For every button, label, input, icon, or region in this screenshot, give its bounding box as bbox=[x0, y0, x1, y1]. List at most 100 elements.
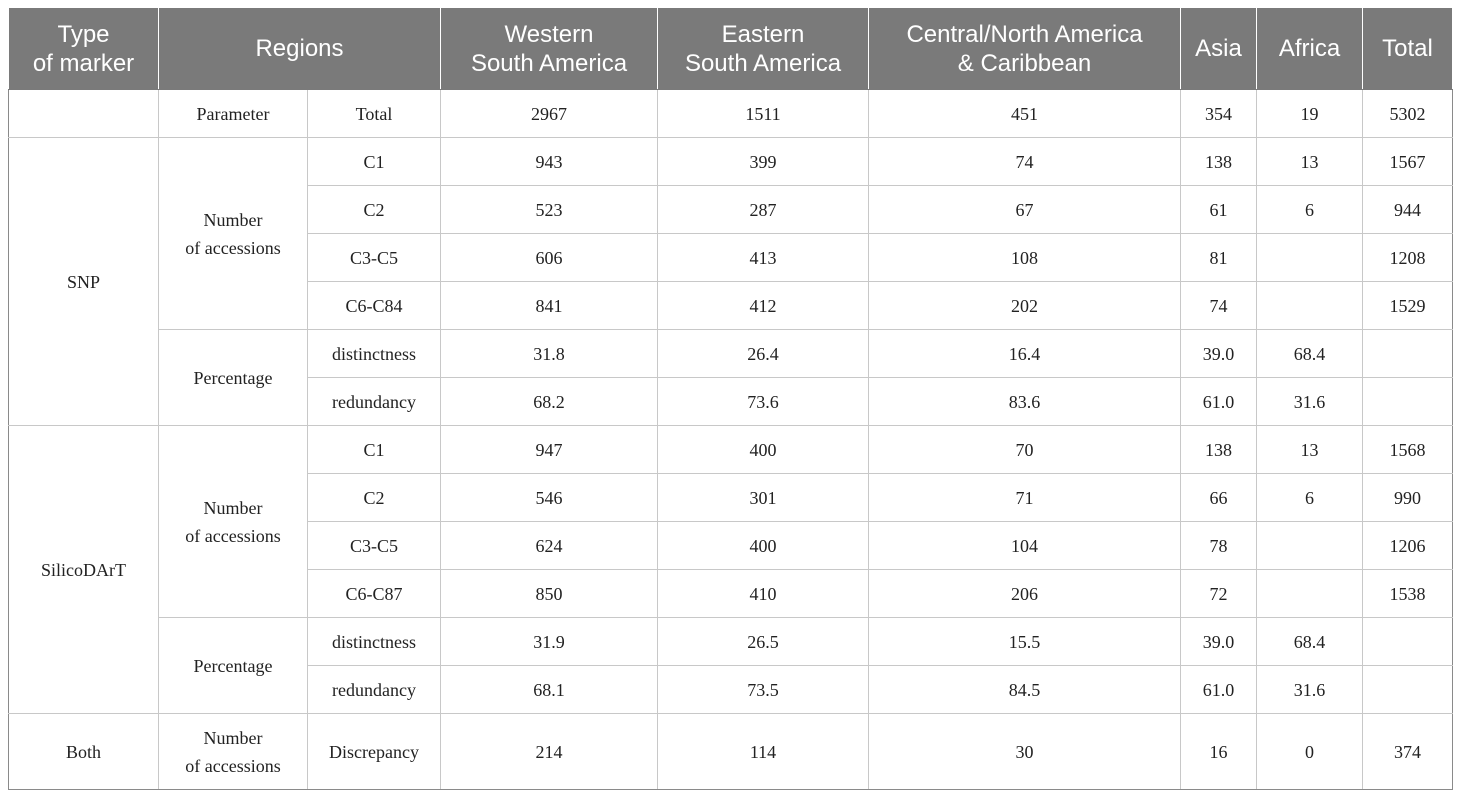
cell-central-north-america-caribbean: 74 bbox=[868, 137, 1181, 186]
cell-asia: 61.0 bbox=[1180, 377, 1257, 426]
row-label: redundancy bbox=[307, 665, 441, 714]
cell-total bbox=[1362, 617, 1453, 666]
subgroup-label-percentage: Percentage bbox=[158, 617, 308, 714]
table-row: C6-C87 850 410 206 72 1538 bbox=[9, 569, 1453, 618]
cell-total: 944 bbox=[1362, 185, 1453, 234]
cell-total: 374 bbox=[1362, 713, 1453, 790]
cell-africa: 13 bbox=[1256, 137, 1363, 186]
table-row: Parameter Total 2967 1511 451 354 19 530… bbox=[8, 89, 1453, 138]
cell-western-south-america: 943 bbox=[440, 137, 658, 186]
cell-central-north-america-caribbean: 15.5 bbox=[868, 617, 1181, 666]
table-row: C2 523 287 67 61 6 944 bbox=[9, 185, 1453, 234]
cell-western-south-america: 214 bbox=[440, 713, 658, 790]
cell-total: 990 bbox=[1362, 473, 1453, 522]
header-central-north-america-caribbean: Central/North America & Caribbean bbox=[868, 7, 1181, 90]
cell-central-north-america-caribbean: 451 bbox=[868, 89, 1181, 138]
cell-eastern-south-america: 26.4 bbox=[657, 329, 869, 378]
subgroup-label-number-of-accessions: Number of accessions bbox=[158, 425, 308, 618]
cell-africa bbox=[1256, 569, 1363, 618]
cell-africa: 0 bbox=[1256, 713, 1363, 790]
cell-western-south-america: 31.8 bbox=[440, 329, 658, 378]
header-africa: Africa bbox=[1256, 7, 1363, 90]
cell-total: 5302 bbox=[1362, 89, 1453, 138]
cell-central-north-america-caribbean: 108 bbox=[868, 233, 1181, 282]
table-row: SNP Number of accessions C1 943 399 74 13… bbox=[8, 137, 1453, 426]
cell-asia: 16 bbox=[1180, 713, 1257, 790]
header-total: Total bbox=[1362, 7, 1453, 90]
row-label: distinctness bbox=[307, 617, 441, 666]
subgroup-label-percentage: Percentage bbox=[158, 329, 308, 426]
header-row: Type of marker Regions Western South Ameri… bbox=[8, 7, 1453, 90]
cell-asia: 61.0 bbox=[1180, 665, 1257, 714]
table-row: redundancy 68.1 73.5 84.5 61.0 31.6 bbox=[9, 665, 1453, 714]
cell-africa: 6 bbox=[1256, 185, 1363, 234]
cell-western-south-america: 523 bbox=[440, 185, 658, 234]
cell-eastern-south-america: 73.5 bbox=[657, 665, 869, 714]
cell-eastern-south-america: 114 bbox=[657, 713, 869, 790]
cell-asia: 138 bbox=[1180, 425, 1257, 474]
group-label-silicodart: SilicoDArT bbox=[8, 425, 159, 714]
cell-central-north-america-caribbean: 83.6 bbox=[868, 377, 1181, 426]
table-row: Percentage distinctness 31.9 26.5 15.5 3… bbox=[9, 617, 1453, 714]
cell-western-south-america: 841 bbox=[440, 281, 658, 330]
cell-asia: 81 bbox=[1180, 233, 1257, 282]
cell-africa: 31.6 bbox=[1256, 665, 1363, 714]
cell-asia: 39.0 bbox=[1180, 329, 1257, 378]
row-label: C3-C5 bbox=[307, 233, 441, 282]
cell-western-south-america: 68.1 bbox=[440, 665, 658, 714]
cell-central-north-america-caribbean: 104 bbox=[868, 521, 1181, 570]
cell-central-north-america-caribbean: 84.5 bbox=[868, 665, 1181, 714]
cell-central-north-america-caribbean: 30 bbox=[868, 713, 1181, 790]
table-row: C3-C5 624 400 104 78 1206 bbox=[9, 521, 1453, 570]
cell-eastern-south-america: 413 bbox=[657, 233, 869, 282]
cell-asia: 72 bbox=[1180, 569, 1257, 618]
cell-total: 1206 bbox=[1362, 521, 1453, 570]
table-row: C6-C84 841 412 202 74 1529 bbox=[9, 281, 1453, 330]
group-label-both: Both bbox=[8, 713, 159, 790]
cell-total bbox=[1362, 665, 1453, 714]
table-row: Both Number of accessions Discrepancy 214… bbox=[8, 713, 1453, 790]
cell-asia: 138 bbox=[1180, 137, 1257, 186]
header-eastern-south-america: Eastern South America bbox=[657, 7, 869, 90]
table-row: C2 546 301 71 66 6 990 bbox=[9, 473, 1453, 522]
cell-africa bbox=[1256, 521, 1363, 570]
cell-africa bbox=[1256, 233, 1363, 282]
header-regions: Regions bbox=[158, 7, 441, 90]
cell-eastern-south-america: 399 bbox=[657, 137, 869, 186]
cell-western-south-america: 606 bbox=[440, 233, 658, 282]
cell-asia: 39.0 bbox=[1180, 617, 1257, 666]
row-label: C6-C84 bbox=[307, 281, 441, 330]
cell-total: 1208 bbox=[1362, 233, 1453, 282]
header-type-of-marker: Type of marker bbox=[8, 7, 159, 90]
cell-total: 1567 bbox=[1362, 137, 1453, 186]
table-row: C3-C5 606 413 108 81 1208 bbox=[9, 233, 1453, 282]
row-label: C2 bbox=[307, 185, 441, 234]
cell-western-south-america: 947 bbox=[440, 425, 658, 474]
cell-western-south-america: 31.9 bbox=[440, 617, 658, 666]
cell-asia: 61 bbox=[1180, 185, 1257, 234]
cell-africa: 6 bbox=[1256, 473, 1363, 522]
subgroup-label-number-of-accessions: Number of accessions bbox=[158, 137, 308, 330]
table-row: SilicoDArT Number of accessions C1 947 40… bbox=[8, 425, 1453, 714]
cell-eastern-south-america: 301 bbox=[657, 473, 869, 522]
cell-western-south-america: 546 bbox=[440, 473, 658, 522]
cell-asia: 78 bbox=[1180, 521, 1257, 570]
cell-central-north-america-caribbean: 206 bbox=[868, 569, 1181, 618]
cell-asia: 66 bbox=[1180, 473, 1257, 522]
empty-cell bbox=[8, 89, 159, 138]
cell-africa: 31.6 bbox=[1256, 377, 1363, 426]
cell-total bbox=[1362, 377, 1453, 426]
cell-central-north-america-caribbean: 202 bbox=[868, 281, 1181, 330]
cell-eastern-south-america: 400 bbox=[657, 521, 869, 570]
cell-central-north-america-caribbean: 16.4 bbox=[868, 329, 1181, 378]
cell-total: 1568 bbox=[1362, 425, 1453, 474]
cell-asia: 74 bbox=[1180, 281, 1257, 330]
cell-eastern-south-america: 412 bbox=[657, 281, 869, 330]
cell-total bbox=[1362, 329, 1453, 378]
row-label: C1 bbox=[307, 425, 441, 474]
cell-eastern-south-america: 400 bbox=[657, 425, 869, 474]
group-label-snp: SNP bbox=[8, 137, 159, 426]
header-western-south-america: Western South America bbox=[440, 7, 658, 90]
cell-central-north-america-caribbean: 67 bbox=[868, 185, 1181, 234]
cell-western-south-america: 2967 bbox=[440, 89, 658, 138]
